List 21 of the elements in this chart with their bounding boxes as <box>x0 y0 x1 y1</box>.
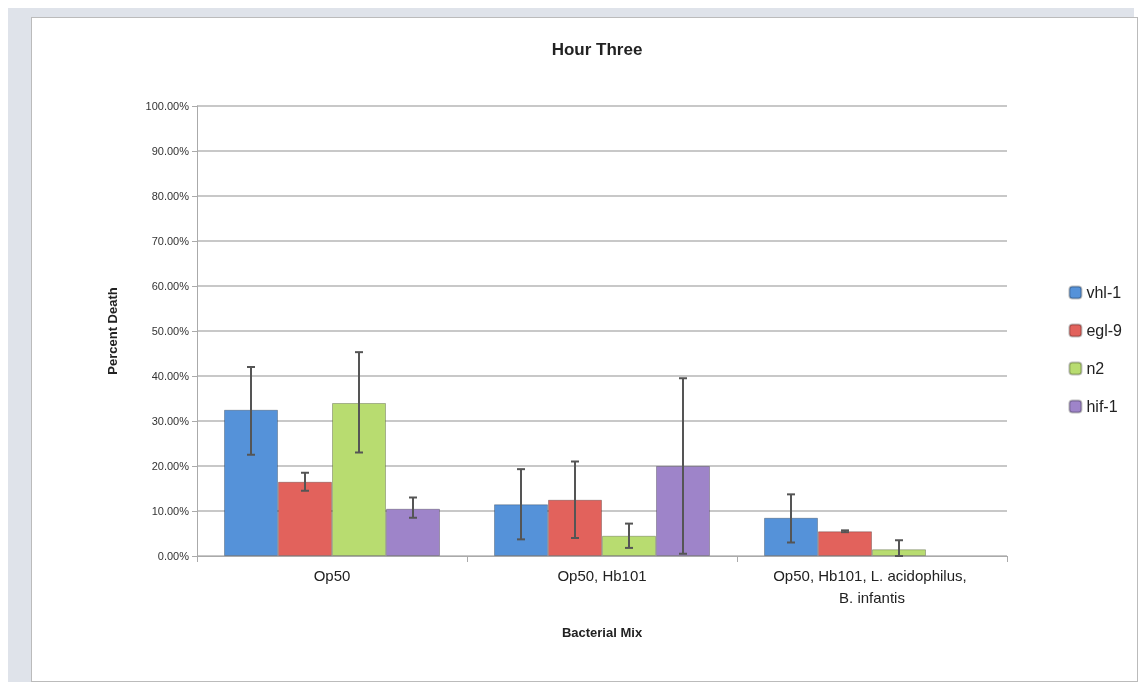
legend-label: vhl-1 <box>1086 284 1122 301</box>
y-tick-label: 100.00% <box>145 100 190 112</box>
y-tick-label: 60.00% <box>151 280 190 292</box>
y-tick-label: 50.00% <box>151 325 190 337</box>
legend-label: n2 <box>1086 360 1105 377</box>
y-tick-label: 90.00% <box>151 145 190 157</box>
y-tick-label: 30.00% <box>151 415 190 427</box>
y-axis-title: Percent Death <box>105 287 120 375</box>
x-tick-label: Op50, Hb101, L. acidophilus, B. infantis <box>773 566 971 606</box>
y-tick-label: 20.00% <box>151 460 190 472</box>
chart-title: Hour Three <box>551 40 643 59</box>
legend-label: egl-9 <box>1086 322 1123 339</box>
x-tick-label: Op50, Hb101 <box>557 566 647 584</box>
y-tick-label: 40.00% <box>151 370 190 382</box>
y-tick-label: 70.00% <box>151 235 190 247</box>
y-tick-label: 0.00% <box>157 550 190 562</box>
y-tick-label: 80.00% <box>151 190 190 202</box>
x-tick-label: Op50 <box>313 566 351 584</box>
legend-label: hif-1 <box>1086 398 1118 415</box>
y-tick-label: 10.00% <box>151 505 190 517</box>
x-axis-title: Bacterial Mix <box>561 625 643 640</box>
